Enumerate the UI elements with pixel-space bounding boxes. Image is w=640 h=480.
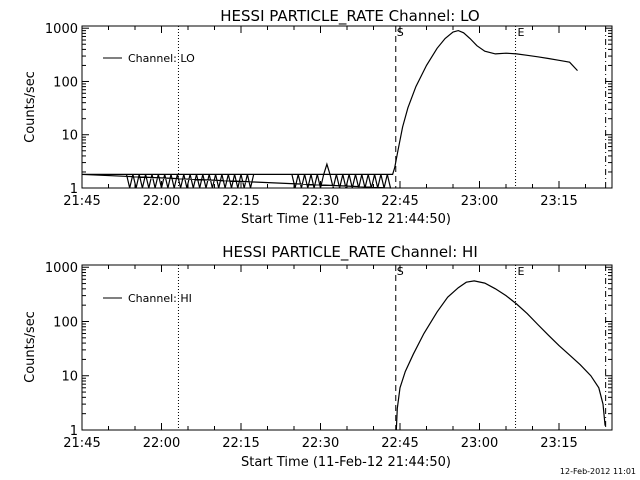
panel-lo-y-tick-label: 100 — [53, 75, 78, 90]
panel-lo: HESSI PARTICLE_RATE Channel: LO 21:45 22:… — [23, 7, 613, 227]
panel-lo-x-tick-label: 22:15 — [222, 194, 259, 209]
panel-lo-x-axis-label: Start Time (11-Feb-12 21:44:50) — [241, 212, 451, 227]
panel-lo-x-ticks: 21:45 22:00 22:15 22:30 22:45 23:00 23:15 — [63, 26, 613, 209]
panel-hi-event-lines — [177, 265, 607, 430]
panel-hi-y-tick-label: 100 — [53, 315, 78, 330]
panel-lo-title: HESSI PARTICLE_RATE Channel: LO — [220, 7, 479, 26]
panel-hi-y-ticks: 1 10 100 1000 — [45, 261, 612, 439]
panel-hi-x-tick-label: 22:30 — [302, 436, 339, 451]
panel-hi-legend-label: Channel: HI — [128, 292, 192, 305]
panel-lo-y-ticks: 1 10 100 1000 — [45, 22, 612, 197]
panel-hi-frame — [81, 264, 613, 431]
panel-lo-x-tick-label: 23:00 — [461, 194, 498, 209]
panel-hi-x-tick-label: 22:15 — [222, 436, 259, 451]
panel-hi-title: HESSI PARTICLE_RATE Channel: HI — [222, 243, 478, 262]
panel-hi: HESSI PARTICLE_RATE Channel: HI 21:45 22:… — [23, 243, 613, 470]
panel-hi-end-marker: E — [518, 265, 525, 278]
panel-lo-legend-label: Channel: LO — [128, 52, 195, 65]
panel-lo-x-tick-label: 22:30 — [302, 194, 339, 209]
panel-hi-y-axis-label: Counts/sec — [23, 311, 38, 383]
panel-lo-series — [81, 29, 578, 189]
panel-hi-x-tick-label: 23:15 — [540, 436, 577, 451]
panel-lo-x-tick-label: 21:45 — [63, 194, 100, 209]
panel-hi-x-tick-label: 21:45 — [63, 436, 100, 451]
panel-lo-y-axis-label: Counts/sec — [23, 71, 38, 143]
panel-hi-series — [395, 280, 606, 431]
panel-lo-y-tick-label: 10 — [61, 129, 78, 144]
panel-lo-y-tick-label: 1 — [70, 182, 78, 197]
panel-lo-x-tick-label: 23:15 — [540, 194, 577, 209]
panel-hi-x-axis-label: Start Time (11-Feb-12 21:44:50) — [241, 455, 451, 470]
panel-hi-y-tick-label: 1000 — [45, 261, 78, 276]
panel-lo-end-marker: E — [518, 26, 525, 39]
panel-hi-x-tick-label: 22:00 — [143, 436, 180, 451]
panel-lo-start-marker: S — [397, 26, 404, 39]
panel-lo-x-tick-label: 22:45 — [381, 194, 418, 209]
panel-lo-frame — [81, 25, 613, 189]
panel-hi-x-tick-label: 23:00 — [461, 436, 498, 451]
panel-lo-x-tick-label: 22:00 — [143, 194, 180, 209]
plot-timestamp: 12-Feb-2012 11:01 — [560, 467, 636, 476]
panel-lo-series-line — [81, 29, 578, 189]
panel-hi-x-tick-label: 22:45 — [381, 436, 418, 451]
panel-lo-y-tick-label: 1000 — [45, 22, 78, 37]
panel-hi-series-line — [395, 280, 606, 431]
panel-hi-y-tick-label: 1 — [70, 424, 78, 439]
panel-hi-x-ticks: 21:45 22:00 22:15 22:30 22:45 23:00 23:15 — [63, 265, 613, 451]
panel-hi-y-tick-label: 10 — [61, 370, 78, 385]
panel-hi-start-marker: S — [397, 265, 404, 278]
panel-lo-event-lines — [177, 26, 607, 188]
